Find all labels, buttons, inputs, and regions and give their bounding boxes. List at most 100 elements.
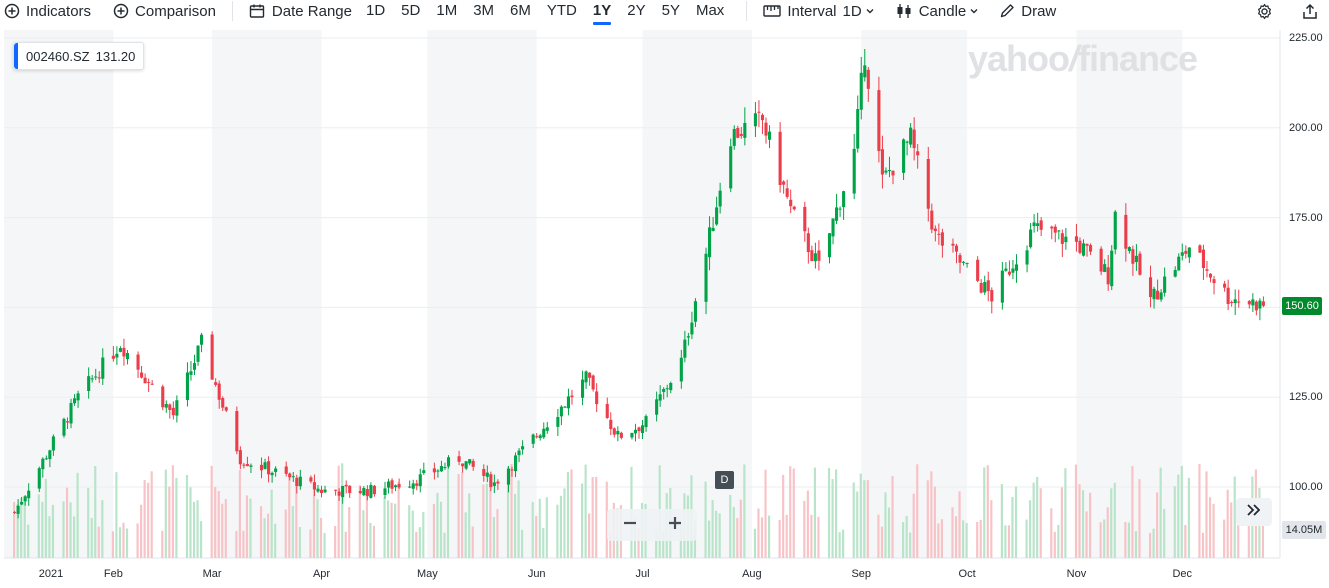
volume-bar [958,491,961,558]
yahoo-finance-logo: yahoo/finance [968,38,1198,79]
date-range-button[interactable]: Date Range [249,0,352,22]
interval-button[interactable]: Interval 1D [763,0,874,22]
candle [1089,243,1093,255]
volume-bar [147,482,150,558]
volume-bar [489,479,492,558]
volume-bar [1177,474,1180,558]
volume-bar [1053,531,1056,558]
volume-bar [965,522,968,558]
volume-bar [1237,505,1240,558]
volume-bar [1057,524,1060,558]
x-tick-label: Feb [103,568,123,580]
volume-bar [718,513,721,558]
chart-type-button[interactable]: Candle [895,0,980,22]
settings-button[interactable] [1256,0,1273,22]
candle [640,419,645,440]
candle [718,182,722,214]
volume-bar [288,475,291,558]
candle [863,49,867,82]
candle [1000,261,1004,310]
draw-button[interactable]: Draw [999,0,1056,22]
candle [1011,260,1015,280]
ruler-icon [763,3,782,19]
candle [605,397,609,419]
candle [743,107,747,146]
scroll-to-latest-button[interactable] [1236,498,1272,526]
volume-bar [496,509,499,558]
volume-bar [827,468,831,558]
candle [288,472,292,481]
candle [1029,223,1033,249]
date-range-label: Date Range [271,2,352,20]
volume-bar [1223,519,1226,558]
candle [485,465,489,483]
candle [1053,224,1057,243]
candle [411,479,415,495]
candle [909,123,913,148]
candle [916,144,920,169]
zoom-in-button[interactable] [659,511,691,539]
candle [785,179,789,199]
volume-bar [284,509,287,558]
zoom-out-button[interactable] [614,511,646,539]
range-5y[interactable]: 5Y [661,2,680,19]
volume-bar [1064,468,1067,558]
candle [210,331,214,380]
indicators-button[interactable]: Indicators [4,0,91,22]
volume-bar [940,519,944,558]
range-1y[interactable]: 1Y [585,0,619,25]
range-1d[interactable]: 1D [365,2,386,19]
volume-bar [94,466,97,558]
volume-bar [235,531,238,558]
range-6m[interactable]: 6M [510,2,531,19]
candle [259,457,264,479]
candle [1254,300,1258,316]
volume-bar [521,529,524,558]
range-5d[interactable]: 5D [401,2,421,19]
volume-bar [69,502,72,558]
range-max[interactable]: Max [695,2,725,19]
range-3m[interactable]: 3M [473,2,495,19]
candle [1074,223,1078,252]
volume-bar [214,486,217,558]
candle [249,463,253,473]
candle [739,126,743,139]
range-ytd[interactable]: YTD [546,2,577,19]
range-1m[interactable]: 1M [436,2,458,19]
comparison-button[interactable]: Comparison [113,0,216,22]
candle [221,396,225,411]
share-button[interactable] [1302,0,1318,22]
volume-bar [595,476,598,558]
dividend-marker[interactable]: D [715,471,734,489]
range-2y[interactable]: 2Y [627,2,646,19]
candle [951,238,955,253]
y-tick-label: 175.00 [1289,211,1323,224]
volume-bar [390,502,393,558]
candle [408,480,412,489]
volume-bar [217,491,220,558]
candle [1014,254,1019,283]
volume-bar [909,532,912,558]
candle [817,240,821,271]
candle [348,485,352,498]
candle [418,468,422,493]
candle [937,223,941,245]
candle [789,189,793,214]
candle [506,466,511,493]
volume-bar [789,466,792,558]
candle [962,260,966,266]
candle [334,489,338,496]
volume-bar [976,521,979,558]
volume-bar [979,519,982,558]
candle [1057,229,1061,240]
candle [168,403,172,419]
volume-bar [1233,476,1236,558]
candle [662,387,666,400]
candle [965,262,969,268]
candle [1050,225,1054,240]
volume-bar [1060,487,1063,558]
candle [97,371,101,384]
candle [803,201,807,242]
candle [679,349,683,389]
